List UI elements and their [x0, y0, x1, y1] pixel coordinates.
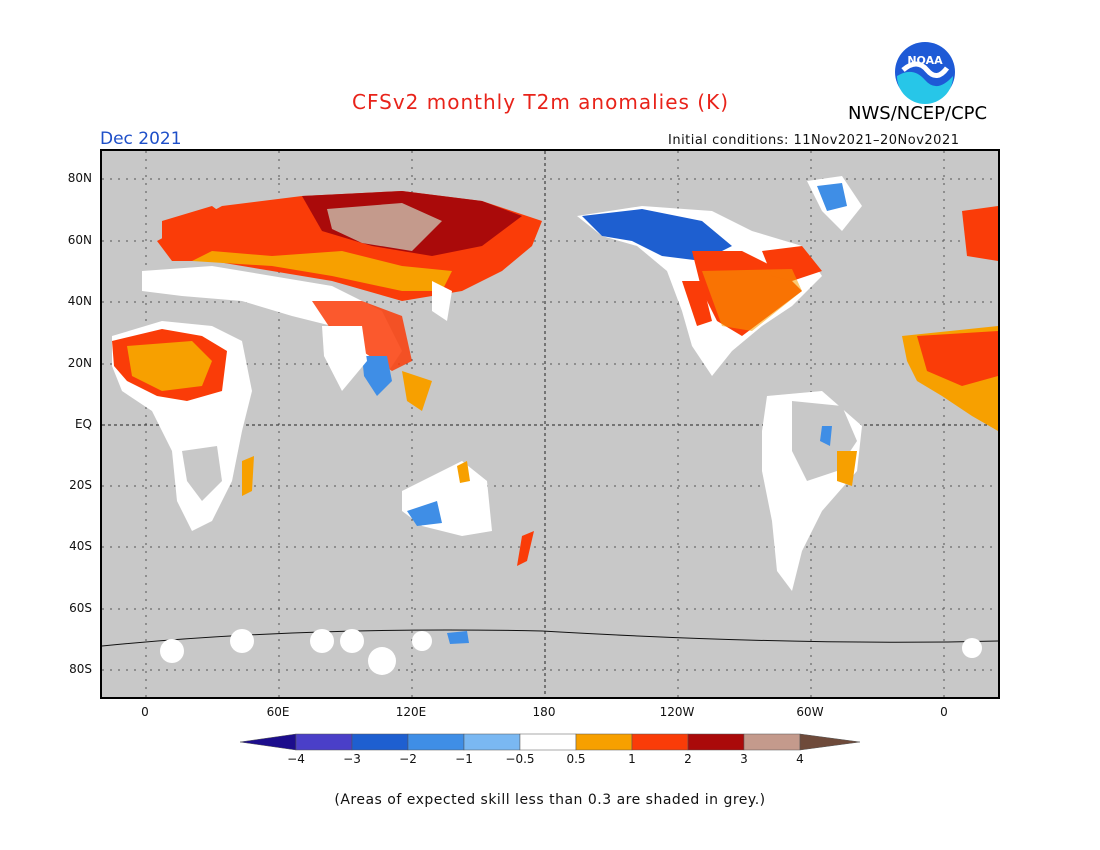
lat-label-40n: 40N — [67, 294, 92, 308]
lon-label-60e: 60E — [266, 705, 290, 719]
lat-label-40s: 40S — [69, 539, 92, 553]
forecast-period: Dec 2021 — [100, 129, 182, 149]
colorbar-label: 4 — [796, 752, 804, 766]
colorbar-segment-1-05 — [463, 733, 521, 751]
skill-footnote: (Areas of expected skill less than 0.3 a… — [334, 792, 766, 808]
colorbar-label: −4 — [287, 752, 305, 766]
lon-label-0: 0 — [141, 705, 149, 719]
anomaly-map — [102, 151, 998, 697]
logo-text: NOAA — [907, 54, 943, 67]
lon-label-180: 180 — [532, 705, 556, 719]
colorbar-segment-neutral — [519, 733, 577, 751]
map-panel — [100, 149, 1000, 699]
colorbar-segment-2-3 — [687, 733, 745, 751]
antarctica-region — [102, 629, 998, 675]
australia-region — [402, 461, 534, 566]
colorbar-label: 1 — [628, 752, 636, 766]
europe-region — [162, 206, 232, 251]
lat-label-20s: 20S — [69, 478, 92, 492]
lon-label-60w: 60W — [796, 705, 824, 719]
colorbar-label: 2 — [684, 752, 692, 766]
south-america-region — [762, 391, 862, 591]
north-america-region — [577, 176, 862, 376]
noaa-logo: NOAA — [895, 42, 955, 104]
africa-region — [112, 321, 254, 531]
colorbar-label: −2 — [399, 752, 417, 766]
lat-label-60s: 60S — [69, 601, 92, 615]
lat-label-80n: 80N — [67, 171, 92, 185]
colorbar-segment-gt-4 — [799, 733, 861, 751]
chart-title: CFSv2 monthly T2m anomalies (K) — [352, 90, 729, 114]
colorbar-segment-2-1 — [407, 733, 465, 751]
africa-repeat-warm-region — [917, 331, 998, 386]
lat-label-eq: EQ — [74, 417, 92, 431]
map-gridlines — [102, 151, 998, 697]
colorbar-label: −3 — [343, 752, 361, 766]
india-region — [322, 326, 367, 391]
colorbar-segment-lt-4 — [239, 733, 297, 751]
lon-label-120e: 120E — [395, 705, 427, 719]
colorbar-label: 3 — [740, 752, 748, 766]
lat-label-60n: 60N — [67, 233, 92, 247]
colorbar-segment-1-2 — [631, 733, 689, 751]
colorbar — [239, 733, 861, 751]
agency-label: NWS/NCEP/CPC — [848, 103, 988, 124]
colorbar-label: −0.5 — [505, 752, 535, 766]
lon-label-0-right: 0 — [940, 705, 948, 719]
colorbar-segment-4-3 — [295, 733, 353, 751]
colorbar-label: −1 — [455, 752, 473, 766]
initial-conditions: Initial conditions: 11Nov2021–20Nov2021 — [668, 133, 960, 148]
europe-repeat-region — [962, 206, 998, 261]
colorbar-segment-3-2 — [351, 733, 409, 751]
colorbar-label: 0.5 — [566, 752, 586, 766]
lon-label-120w: 120W — [659, 705, 695, 719]
lat-label-80s: 80S — [69, 662, 92, 676]
colorbar-segment-3-4 — [743, 733, 801, 751]
lat-label-20n: 20N — [67, 356, 92, 370]
colorbar-segment-05-1 — [575, 733, 633, 751]
